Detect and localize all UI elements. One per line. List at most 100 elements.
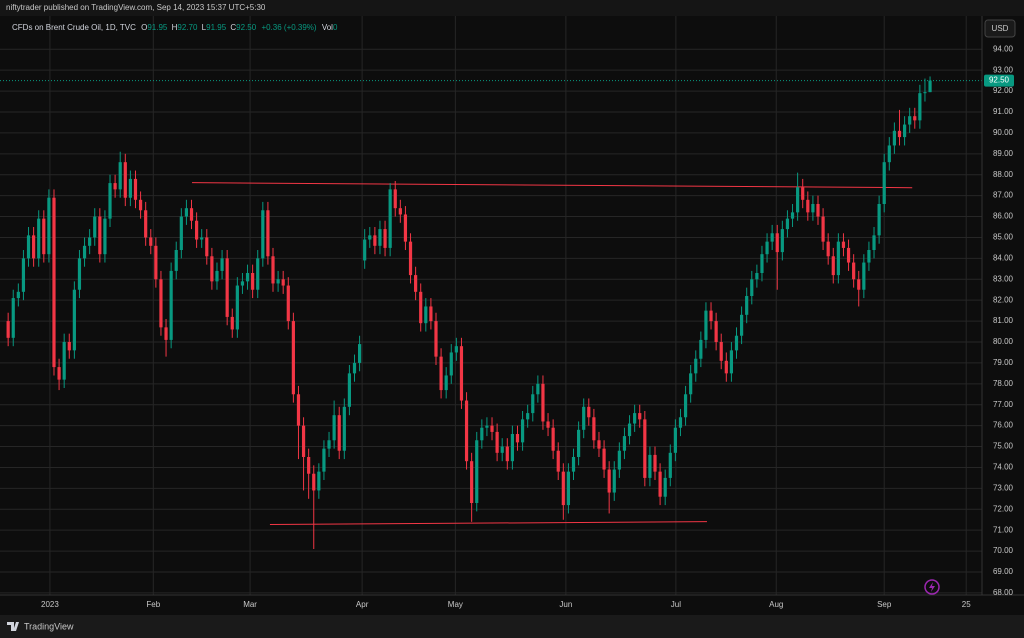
candle-body (683, 394, 688, 418)
candle-body (918, 93, 922, 121)
candle-body (622, 436, 627, 451)
candle-body (312, 473, 316, 491)
candle-body (490, 425, 494, 432)
candle-body (52, 197, 56, 368)
candle-body (694, 358, 698, 374)
candle-body (342, 406, 346, 451)
y-tick-label: 74.00 (993, 463, 1014, 472)
candle-body (780, 229, 784, 253)
candle-body (159, 279, 163, 328)
candle-body (892, 130, 896, 146)
candle-body (806, 199, 810, 213)
candle-body (475, 440, 479, 503)
candle-body (897, 130, 902, 138)
candle-body (928, 80, 932, 93)
candle-body (551, 427, 555, 451)
candle-body (113, 183, 117, 190)
candle-body (82, 245, 87, 259)
candle-body (470, 461, 474, 503)
candle-body (352, 362, 357, 374)
candle-body (398, 208, 402, 215)
candle-body (510, 434, 514, 462)
candle-body (775, 233, 779, 253)
y-tick-label: 77.00 (993, 400, 1014, 409)
candle-body (663, 477, 667, 497)
candle-body (271, 256, 275, 284)
ohlc-value: 91.95 (206, 23, 227, 32)
candle-body (882, 162, 886, 204)
symbol: CFDs on Brent Crude Oil, 1D, TVC (12, 23, 136, 32)
ohlc-value: 92.70 (177, 23, 198, 32)
candle-body (11, 298, 15, 338)
x-tick-label: Sep (877, 600, 892, 609)
ohlc-key: O (141, 23, 147, 32)
candle-body (770, 233, 774, 242)
candle-body (597, 440, 601, 449)
candle-body (724, 360, 728, 374)
candle-body (796, 187, 800, 213)
candle-body (138, 199, 143, 211)
candle-body (205, 237, 209, 257)
candle-body (536, 383, 540, 395)
candle-body (164, 327, 168, 340)
last-price-tag (984, 74, 1014, 87)
candle-body (500, 446, 504, 453)
lightning-button[interactable] (924, 579, 940, 595)
candle-body (627, 423, 632, 437)
y-tick-label: 78.00 (993, 379, 1014, 388)
candle-body (908, 116, 912, 125)
trendline (192, 182, 913, 189)
candle-body (154, 245, 158, 280)
candle-body (128, 178, 132, 198)
candle-body (546, 421, 550, 428)
bottom-bar (0, 615, 1024, 638)
candle-body (439, 356, 443, 391)
candle-body (383, 229, 387, 248)
candle-body (220, 258, 224, 271)
candle-body (174, 250, 178, 271)
currency-button[interactable] (984, 19, 1016, 38)
candle-body (526, 413, 530, 420)
candle-body (378, 229, 382, 246)
candle-body (790, 212, 795, 219)
candle-body (184, 208, 189, 217)
candle-body (617, 450, 621, 470)
candle-body (26, 235, 31, 259)
candle-body (144, 210, 148, 238)
y-tick-label: 84.00 (993, 253, 1014, 262)
candle-body (760, 254, 764, 273)
candle-body (561, 471, 565, 506)
candle-body (149, 237, 153, 246)
candle-body (225, 258, 229, 317)
candle-body (704, 310, 708, 340)
y-tick-label: 80.00 (993, 337, 1014, 346)
candle-body (668, 452, 672, 478)
volume-value: 0 (333, 23, 338, 32)
candle-body (281, 279, 285, 286)
lightning-icon[interactable] (929, 582, 935, 592)
candle-body (98, 216, 102, 255)
candle-body (118, 162, 122, 190)
candle-body (801, 187, 805, 200)
candle-body (251, 273, 255, 290)
candle-body (179, 216, 183, 250)
candle-body (480, 427, 484, 441)
y-tick-label: 87.00 (993, 191, 1014, 200)
candle-body (449, 352, 453, 376)
candle-body (108, 183, 112, 219)
candle-body (296, 394, 301, 426)
y-tick-label: 73.00 (993, 483, 1014, 492)
candle-body (266, 210, 270, 257)
x-tick-label: Apr (356, 600, 369, 609)
candle-body (816, 204, 820, 217)
candle-body (327, 440, 331, 449)
candle-body (520, 419, 525, 443)
candle-body (301, 425, 306, 457)
candle-body (256, 258, 260, 290)
candle-body (495, 431, 499, 453)
candle-body (67, 342, 71, 351)
candle-body (42, 218, 46, 255)
currency-label[interactable]: USD (992, 24, 1009, 33)
candle-body (699, 339, 703, 359)
